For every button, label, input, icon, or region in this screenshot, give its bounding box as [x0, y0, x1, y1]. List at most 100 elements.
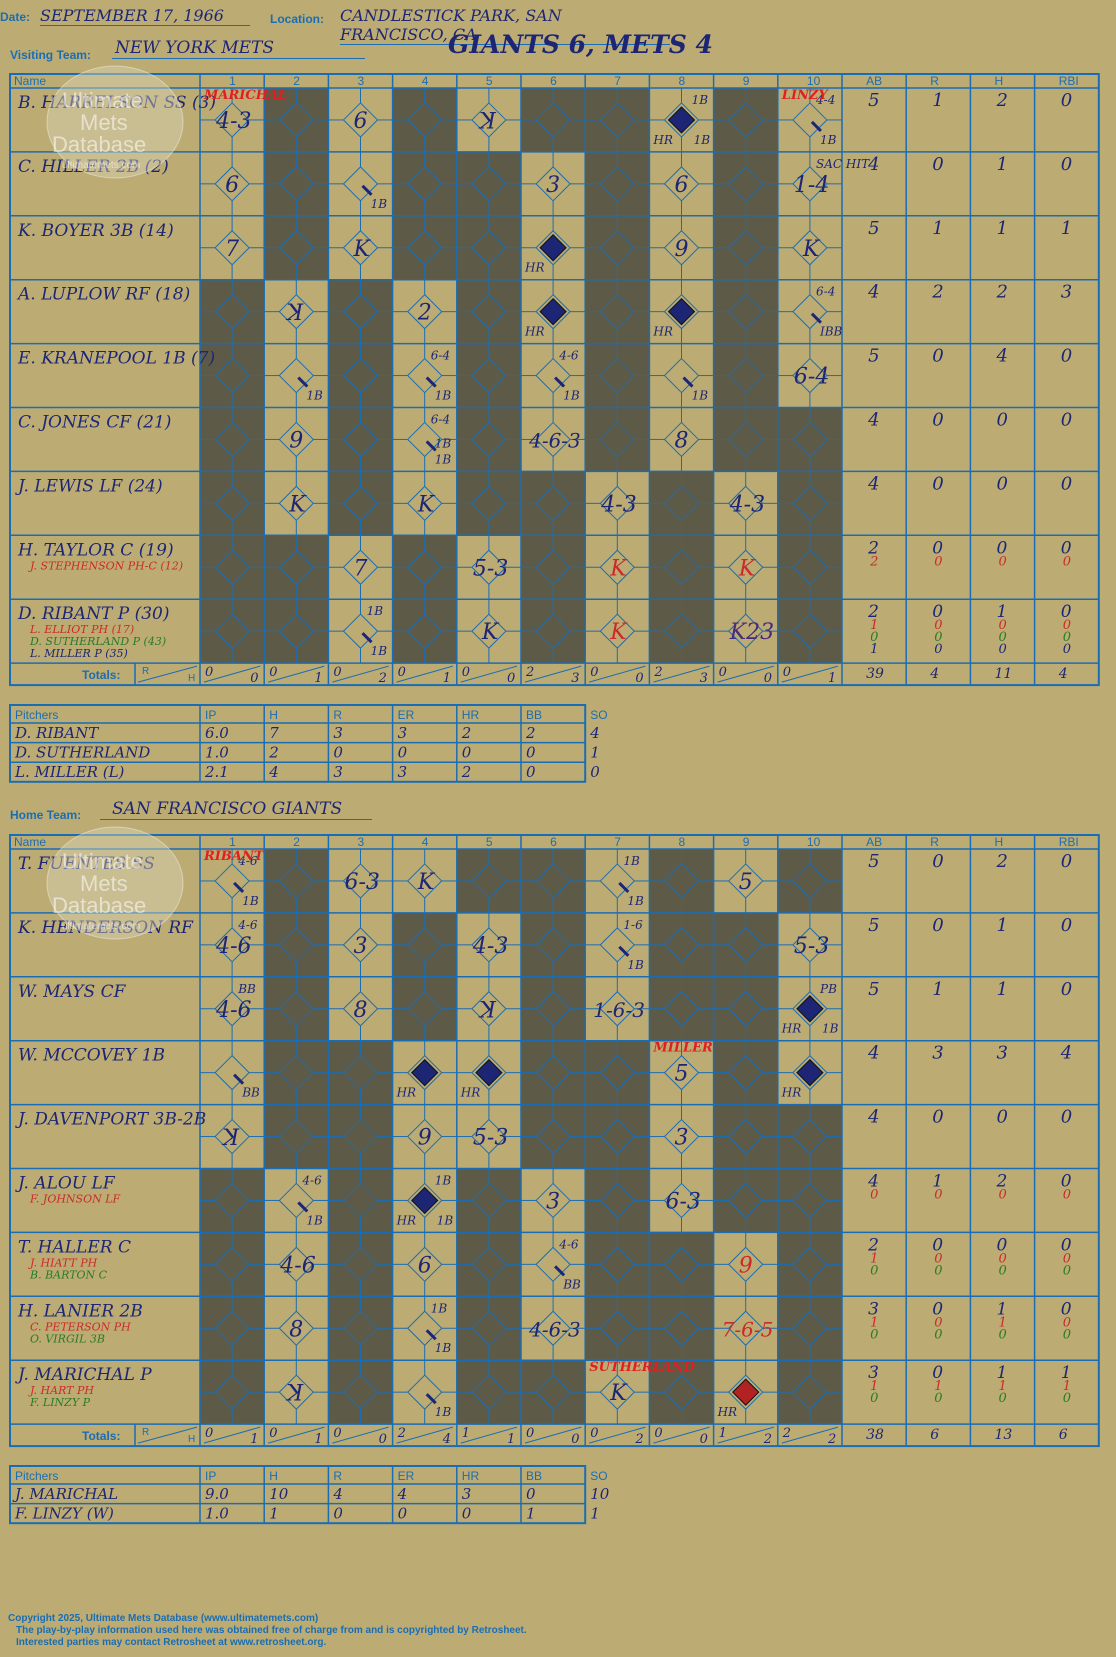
batter-h: 0 [999, 1263, 1007, 1278]
pitching-stat: 4 [268, 763, 279, 781]
batter-r: 0 [934, 630, 942, 645]
substitute-name: F. JOHNSON LF [29, 1193, 121, 1206]
play-result: 4-6 [215, 934, 251, 959]
team-total: 39 [866, 666, 884, 682]
batter-h: 0 [997, 473, 1008, 494]
play-result: 1-6-3 [593, 998, 645, 1022]
batter-h: 0 [999, 1327, 1007, 1342]
batter-h: 0 [999, 618, 1007, 633]
batter-r: 0 [932, 154, 943, 175]
batter-h: 2 [996, 90, 1008, 111]
pitcher-change-marker: RIBANT [203, 849, 265, 864]
inning-runs: 0 [526, 1426, 534, 1441]
watermark-logo [46, 826, 184, 940]
watermark-text: Mets [80, 871, 128, 896]
play-result: 6-3 [345, 870, 380, 895]
play-label: HR [781, 1086, 802, 1100]
play-note: 1B [694, 133, 711, 147]
batter-rbi: 0 [1061, 915, 1072, 936]
pitching-header: Pitchers [15, 1469, 58, 1483]
batter-r: 3 [932, 1043, 943, 1064]
player-name: D. RIBANT P (30) [17, 604, 169, 624]
pitching-stat: 4 [332, 1485, 343, 1503]
inning-total-slash [781, 1426, 839, 1444]
pitcher-change-marker: MARICHAL [203, 88, 287, 103]
pitching-stat: 1.0 [205, 744, 229, 762]
substitute-name: C. PETERSON PH [30, 1320, 131, 1333]
footer: Copyright 2025, Ultimate Mets Database (… [8, 1613, 527, 1649]
play-result: 7 [354, 556, 368, 581]
inning-total-slash [717, 1426, 774, 1444]
play-result: 4-3 [215, 109, 251, 134]
base-hit-line [425, 376, 437, 388]
player-name: T. FUENTES SS [18, 854, 155, 874]
play-result: K [285, 1378, 304, 1403]
play-result: 5-3 [473, 556, 508, 581]
game-result: GIANTS 6, METS 4 [448, 30, 713, 59]
inning-header: 2 [293, 835, 300, 849]
batter-h: 1 [997, 1363, 1008, 1383]
pitching-stat: 9.0 [205, 1485, 229, 1503]
totals-slash [137, 665, 198, 683]
inning-runs: 2 [782, 1426, 791, 1441]
batter-r: 1 [932, 218, 943, 239]
inning-runs: 0 [719, 665, 727, 680]
batter-ab: 2 [867, 602, 879, 622]
batter-rbi: 0 [1061, 1299, 1072, 1319]
substitute-name: O. VIRGIL 3B [30, 1332, 105, 1345]
batter-rbi: 0 [1061, 346, 1072, 367]
batter-ab: 2 [867, 538, 879, 558]
batter-r: 0 [934, 1315, 942, 1330]
inning-header: 3 [358, 835, 365, 849]
batter-h: 1 [997, 915, 1008, 936]
pitching-header: ER [398, 708, 415, 722]
inning-header: 3 [358, 74, 365, 88]
play-result: 4-6 [279, 1253, 315, 1278]
play-result: 9 [739, 1253, 753, 1278]
batter-r: 0 [932, 602, 943, 622]
batter-h: 1 [997, 979, 1008, 1000]
inning-runs: 0 [783, 665, 791, 680]
play-note: 6-4 [431, 349, 450, 363]
substitute-name: D. SUTHERLAND P (43) [29, 635, 166, 648]
batter-ab: 5 [868, 851, 879, 872]
batter-h: 1 [997, 154, 1008, 175]
team-total: 13 [995, 1427, 1013, 1443]
home-run-diamond [410, 1186, 439, 1215]
play-label: HR [652, 133, 673, 147]
batter-r: 0 [934, 1188, 942, 1203]
inning-runs: 0 [462, 665, 470, 680]
play-note: 4-6 [237, 854, 258, 868]
pitching-stat: 0 [462, 1505, 472, 1523]
batter-rbi: 0 [1061, 851, 1072, 872]
base-hit-line [361, 632, 373, 644]
batter-r: 1 [932, 90, 943, 111]
pitching-header: SO [590, 1469, 607, 1483]
inning-total-slash [717, 665, 774, 683]
player-name: W. MCCOVEY 1B [18, 1046, 165, 1066]
batter-ab: 4 [867, 282, 879, 303]
pitching-header: R [333, 1469, 342, 1483]
pitching-stat: 2 [268, 744, 279, 762]
play-note: 6-4 [431, 413, 450, 427]
inning-header: 2 [293, 74, 300, 88]
play-result: 6 [675, 173, 689, 198]
batter-r: 1 [932, 979, 943, 1000]
batter-r: 1 [932, 1172, 943, 1192]
play-note: 1-6 [623, 918, 643, 932]
pitching-border [9, 704, 587, 783]
pitching-stat: 3 [333, 763, 343, 781]
inning-header: 10 [807, 835, 821, 849]
inning-hits: 0 [571, 1432, 579, 1447]
pitching-header: R [333, 708, 342, 722]
play-result: 8 [289, 1317, 303, 1342]
pitching-stat: 3 [333, 724, 343, 742]
inning-total-slash [653, 1426, 710, 1444]
play-label: 1B [627, 958, 644, 972]
team-total: 6 [1059, 1427, 1068, 1443]
play-result: 8 [354, 998, 368, 1023]
inning-header: 8 [679, 835, 686, 849]
play-result: 5-3 [794, 934, 829, 959]
base-hit-line [297, 1201, 309, 1213]
